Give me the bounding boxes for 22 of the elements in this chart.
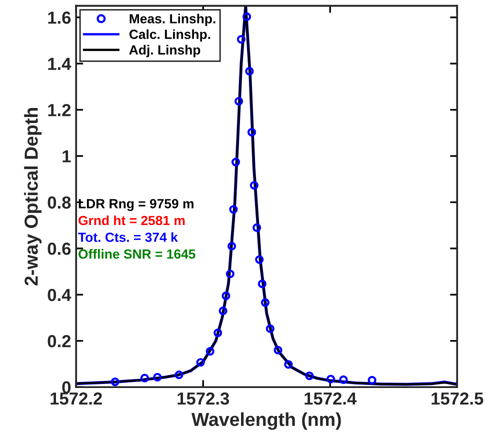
- y-axis-title: 2-way Optical Depth: [24, 108, 42, 286]
- annotation: Grnd ht = 2581 m: [78, 215, 185, 226]
- x-axis-title: Wavelength (nm): [191, 412, 341, 430]
- x-tick-label: 1572.5: [432, 392, 484, 405]
- y-tick-label: 1.2: [48, 104, 71, 116]
- x-tick-label: 1572.4: [304, 392, 357, 405]
- y-tick-label: 0.6: [48, 242, 71, 255]
- annotation: LDR Rng = 9759 m: [78, 198, 194, 211]
- y-tick-label: 1.4: [48, 58, 72, 70]
- legend-label: Calc. Linshp.: [129, 29, 210, 42]
- y-tick-label: 0.8: [48, 196, 71, 209]
- x-tick-label: 1572.2: [50, 392, 102, 405]
- y-tick-label: 1.6: [48, 12, 71, 24]
- y-tick-label: 0: [62, 381, 71, 394]
- annotation: Offline SNR = 1645: [78, 249, 196, 259]
- legend-label: Meas. Linshp.: [130, 14, 216, 26]
- annotation: Tot. Cts. = 374 k: [78, 232, 178, 242]
- x-tick-label: 1572.3: [178, 392, 230, 405]
- y-tick-label: 0.2: [48, 335, 71, 348]
- y-tick-label: 1: [62, 150, 71, 162]
- legend-label: Adj. Linshp: [129, 44, 200, 58]
- y-tick-label: 0.4: [48, 288, 72, 302]
